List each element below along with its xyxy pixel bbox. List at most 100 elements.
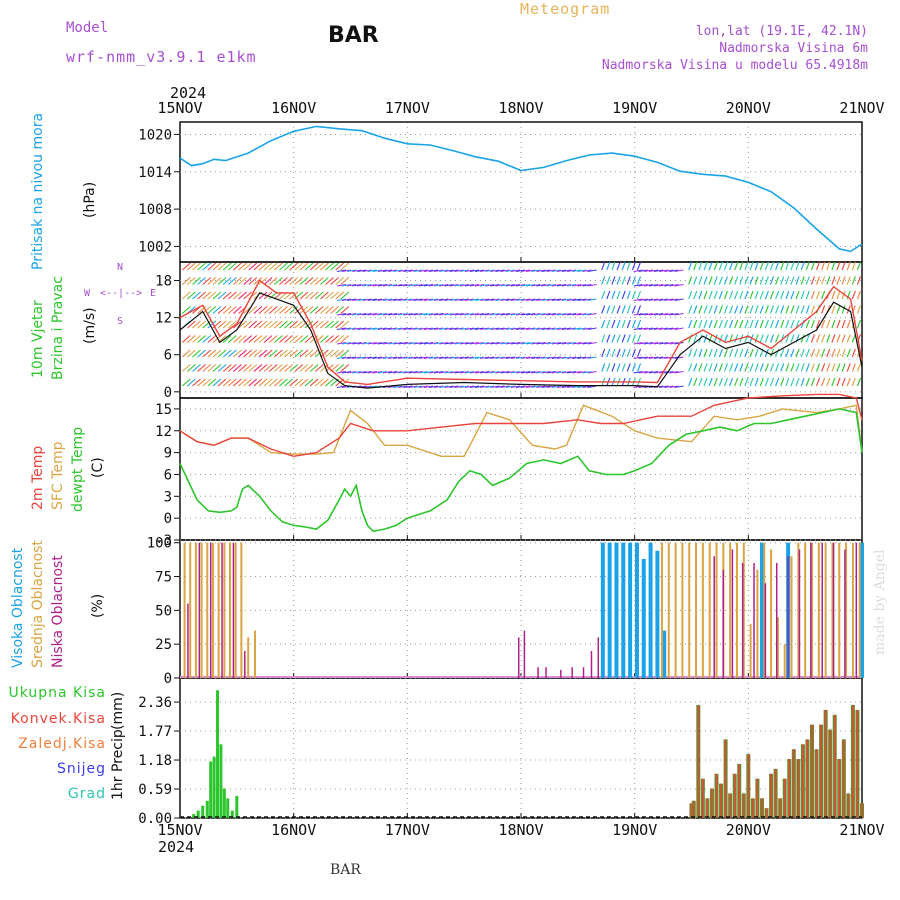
mid-cloud-bar [817, 542, 820, 678]
wind-barb [294, 364, 304, 372]
wind-barb [335, 306, 345, 314]
wind-barb [474, 356, 485, 360]
wind-barb [780, 363, 785, 372]
wind-barb [587, 283, 597, 287]
wind-barb [790, 261, 795, 271]
wind-barb [616, 319, 621, 329]
conv-rain-bar [765, 808, 768, 818]
y-tick-label: 75 [155, 570, 172, 586]
wind-barb [464, 385, 474, 389]
wind-barb [207, 349, 217, 358]
mid-cloud-bar [770, 549, 773, 678]
wind-barb [831, 290, 836, 300]
wind-barb [621, 276, 626, 285]
wind-barb [330, 291, 339, 300]
mid-cloud-bar [688, 542, 691, 678]
wind-barb [413, 385, 423, 389]
compass-n: N [117, 262, 124, 273]
wind-barb [636, 363, 642, 372]
wind-barb [243, 277, 253, 285]
total-rain-bar [216, 690, 220, 818]
wind-barb [831, 334, 836, 343]
wind-barb [648, 312, 659, 316]
wind-barb [336, 356, 347, 360]
wind-barb [587, 269, 597, 273]
wind-barb [238, 291, 247, 300]
wind-barb [546, 269, 556, 273]
wind-barb [279, 306, 288, 314]
wind-barb [826, 261, 831, 271]
conv-rain-bar [706, 798, 709, 818]
wind-barb [299, 277, 309, 285]
wind-barb [434, 385, 444, 389]
wind-barb [633, 327, 643, 331]
mid-cloud-bar [838, 542, 841, 678]
wind-barb [273, 262, 283, 271]
wind-barb [192, 378, 201, 387]
conv-rain-bar [733, 773, 736, 818]
wind-barb [485, 341, 495, 345]
wind-barb [222, 378, 232, 387]
wind-barb [253, 364, 263, 372]
wind-barb [636, 290, 642, 300]
wind-barb [233, 364, 242, 372]
high-cloud-bar [621, 542, 626, 678]
wind-barb [413, 283, 423, 287]
x-tick-label-bottom: 17NOV [385, 821, 430, 839]
conv-rain-bar [720, 783, 722, 818]
wind-barb [739, 319, 744, 329]
wind-barb [836, 363, 841, 372]
y-tick-label: 0 [164, 671, 172, 687]
wind-barb [688, 348, 693, 358]
wind-barb [769, 305, 775, 314]
wind-barb [377, 312, 387, 316]
wind-barb [708, 348, 713, 358]
wind-barb [556, 269, 566, 273]
wind-barb [222, 306, 232, 314]
wind-barb [510, 312, 520, 316]
wind-barb [775, 290, 780, 300]
wind-barb [500, 283, 510, 287]
wind-barb [444, 312, 454, 316]
wind-barb [279, 335, 288, 343]
wind-barb [723, 363, 728, 372]
wind-barb [408, 370, 418, 374]
wind-barb [403, 370, 413, 374]
wind-barb [851, 334, 856, 343]
wind-barb [674, 298, 684, 302]
wind-barb [284, 349, 293, 358]
wind-barb [377, 356, 387, 360]
wind-barb [616, 261, 621, 271]
wind-barb [693, 319, 698, 329]
wind-barb [428, 370, 439, 374]
total-rain-bar [205, 800, 209, 818]
wind-barb [744, 305, 749, 314]
wind-barb [500, 327, 510, 331]
wind-barb [408, 298, 418, 302]
wind-barb [485, 385, 495, 389]
total-rain-bar [209, 761, 213, 818]
wind-barb [693, 334, 698, 343]
wind-barb [764, 276, 769, 285]
temp2m-line [179, 393, 863, 458]
low-cloud-bar [545, 667, 547, 678]
wind-barb [197, 378, 206, 387]
wind-barb [444, 385, 454, 389]
wind-barb [325, 349, 334, 358]
wind-barb [795, 377, 800, 387]
wind-barb [393, 385, 403, 389]
wind-barb [785, 305, 790, 314]
wind-barb [795, 348, 800, 358]
wind-barb [304, 378, 314, 387]
wind-barb [653, 283, 664, 287]
wind-barb [357, 327, 367, 331]
wind-barb [536, 298, 546, 302]
y-tick-label: 0 [164, 385, 172, 401]
wind-barb [611, 290, 616, 300]
wind-barb [388, 327, 398, 331]
wind-barb [500, 356, 510, 360]
wind-barb [775, 334, 780, 343]
wind-barb [357, 370, 367, 374]
wind-barb [826, 348, 831, 358]
wind-barb [212, 364, 222, 372]
